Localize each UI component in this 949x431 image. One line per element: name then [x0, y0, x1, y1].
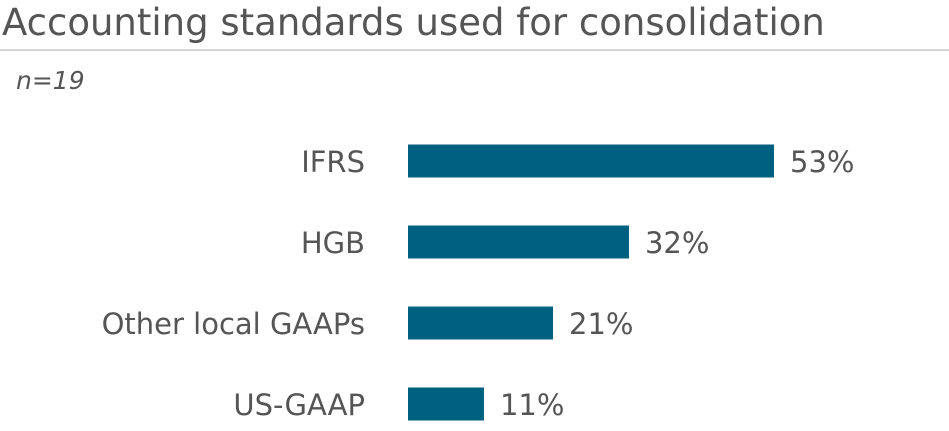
- bar: [408, 306, 554, 340]
- sample-size-label: n=19: [16, 66, 85, 95]
- category-label: IFRS: [301, 145, 365, 179]
- bar: [408, 225, 629, 259]
- bar: [408, 387, 484, 421]
- value-label: 21%: [569, 307, 633, 341]
- bar: [408, 144, 774, 178]
- category-label: US-GAAP: [233, 388, 365, 422]
- title-divider: [0, 49, 949, 51]
- category-label: HGB: [301, 226, 365, 260]
- value-label: 53%: [790, 145, 854, 179]
- chart-title: Accounting standards used for consolidat…: [2, 1, 825, 44]
- value-label: 32%: [645, 226, 709, 260]
- category-label: Other local GAAPs: [102, 307, 365, 341]
- value-label: 11%: [500, 388, 564, 422]
